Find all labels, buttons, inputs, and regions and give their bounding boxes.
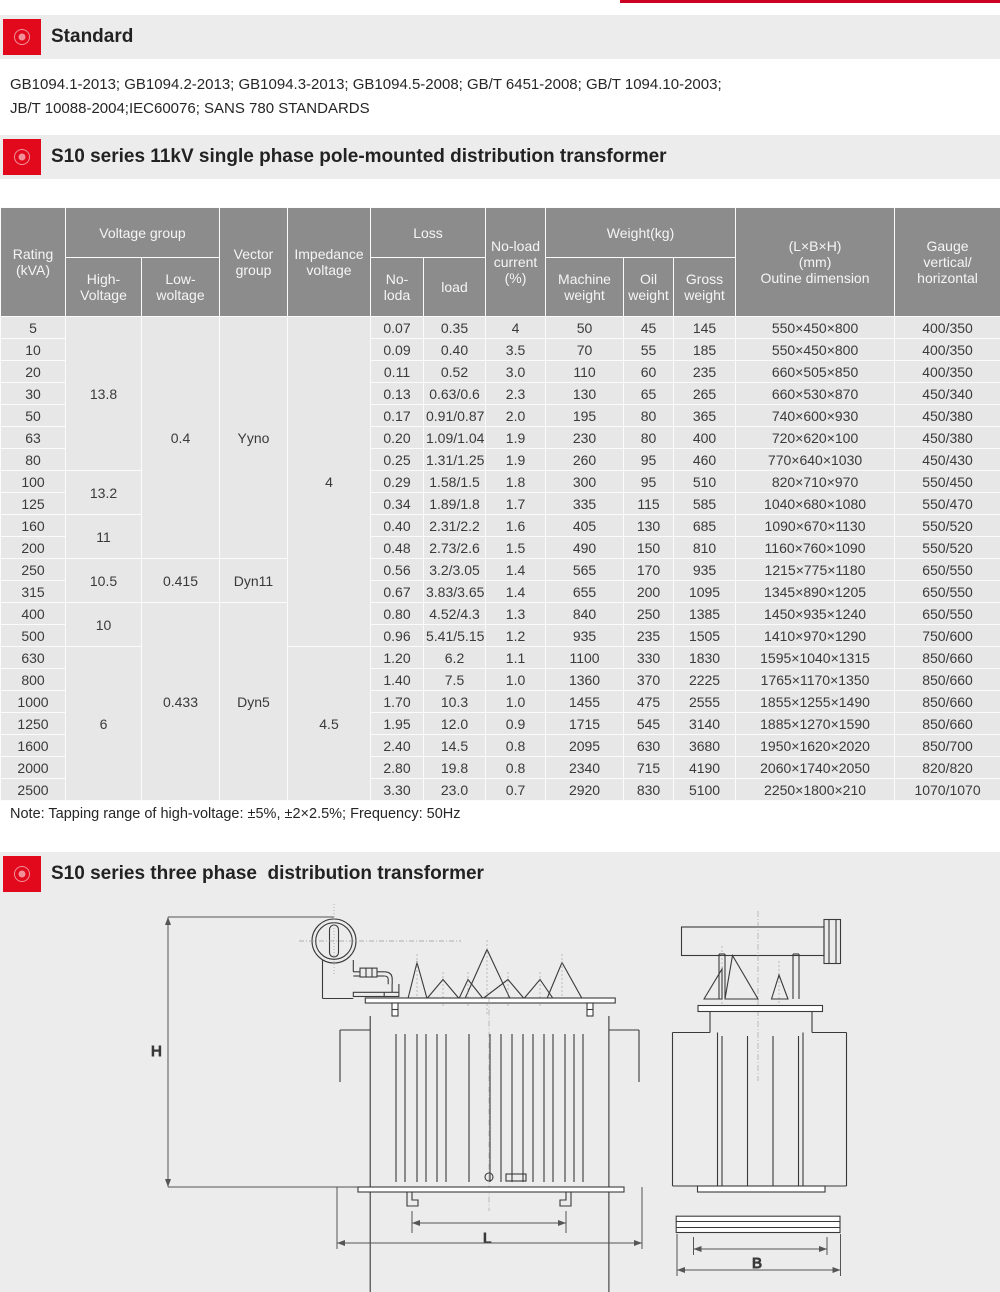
svg-text:H: H <box>151 1043 162 1060</box>
svg-text:L: L <box>483 1230 491 1247</box>
svg-text:B: B <box>752 1255 762 1272</box>
